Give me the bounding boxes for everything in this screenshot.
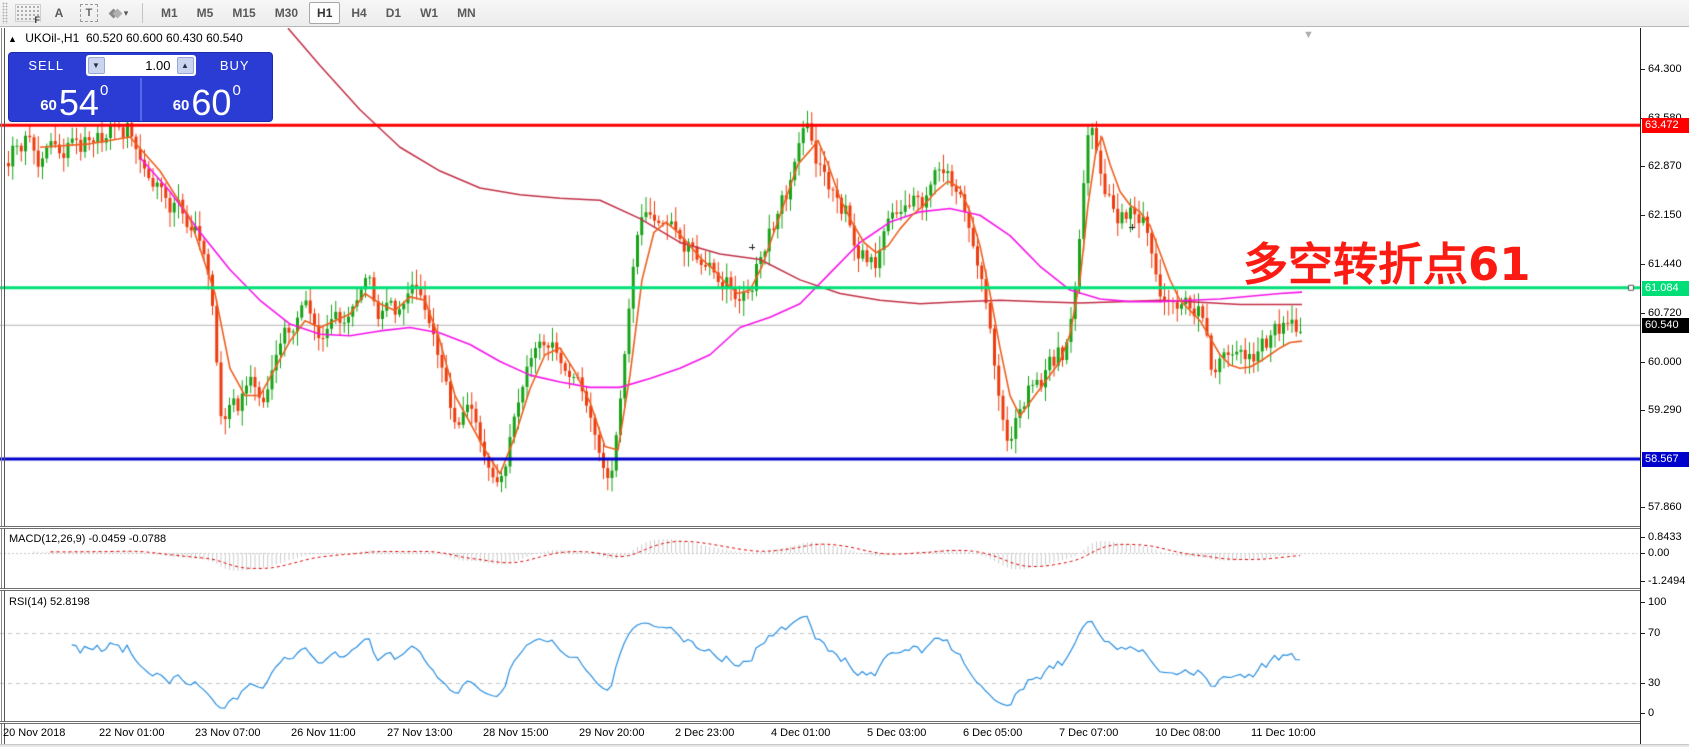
timeframe-group: M1 M5 M15 M30 H1 H4 D1 W1 MN (153, 2, 484, 24)
shapes-dropdown-button[interactable]: ▾ (106, 2, 132, 24)
price-badge-support: 58.567 (1642, 452, 1689, 467)
timeframe-M5[interactable]: M5 (196, 6, 214, 20)
ohlc-values: 60.520 60.600 60.430 60.540 (85, 31, 243, 45)
date-tick-label: 22 Nov 01:00 (99, 727, 165, 739)
grid-f-icon: F (15, 4, 41, 25)
axis-tick-label: 30 (1641, 677, 1660, 689)
timeframe-H1[interactable]: H1 (309, 2, 341, 24)
price-badge-pivot: 61.084 (1642, 281, 1689, 296)
one-click-trade-panel: SELL ▼ 1.00 ▲ BUY 60 54 0 60 60 0 (8, 52, 273, 122)
sell-button[interactable]: SELL (28, 58, 65, 73)
axis-tick-label: 60.720 (1641, 307, 1682, 319)
axis-tick-label: 0 (1641, 707, 1654, 719)
buy-price-big: 60 (191, 82, 232, 122)
axis-tick-label: 57.860 (1641, 501, 1682, 513)
date-tick-label: 29 Nov 20:00 (579, 727, 645, 739)
date-tick-label: 4 Dec 01:00 (771, 727, 831, 739)
axis-tick-label: 62.150 (1641, 209, 1682, 221)
timeframe-M1[interactable]: M1 (161, 6, 178, 20)
macd-label: MACD(12,26,9) -0.0459 -0.0788 (9, 533, 167, 545)
volume-increase-button[interactable]: ▲ (176, 57, 194, 74)
sell-price-sup: 0 (99, 82, 109, 99)
axis-tick-label: 100 (1641, 596, 1666, 608)
volume-decrease-button[interactable]: ▼ (87, 57, 105, 74)
indicators-grid-icon[interactable]: F (14, 2, 42, 25)
timeframe-M30[interactable]: M30 (274, 6, 299, 20)
date-tick-label: 2 Dec 23:00 (675, 727, 735, 739)
rsi-label: RSI(14) 52.8198 (9, 596, 90, 608)
chart-canvas[interactable] (0, 28, 1640, 744)
volume-input[interactable]: 1.00 (145, 58, 171, 73)
date-tick-label: 23 Nov 07:00 (195, 727, 261, 739)
axis-tick-label: -1.2494 (1641, 575, 1685, 587)
timeframe-M15[interactable]: M15 (232, 6, 256, 20)
axis-tick-label: 0.8433 (1641, 531, 1682, 543)
date-tick-label: 27 Nov 13:00 (387, 727, 453, 739)
one-click-toggle-icon[interactable]: ▲ (8, 34, 17, 44)
date-tick-label: 6 Dec 05:00 (963, 727, 1023, 739)
axis-tick-label: 59.290 (1641, 404, 1682, 416)
volume-stepper: ▼ 1.00 ▲ (85, 55, 196, 76)
sell-price-big: 54 (58, 82, 99, 122)
window-frame-line (1, 28, 2, 744)
timeframe-MN[interactable]: MN (457, 6, 476, 20)
axis-tick-label: 0.00 (1641, 547, 1669, 559)
toolbar-drag-handle[interactable] (2, 2, 8, 24)
axis-tick-label: 61.440 (1641, 258, 1682, 270)
panel-separator[interactable] (0, 721, 1640, 724)
date-tick-label: 10 Dec 08:00 (1155, 727, 1221, 739)
symbol-ohlc-line: ▲ UKOil-,H1 60.520 60.600 60.430 60.540 (8, 31, 243, 45)
price-badge-bid-line: 60.540 (1642, 318, 1689, 333)
buy-price-prefix: 60 (172, 97, 190, 114)
date-tick-label: 28 Nov 15:00 (483, 727, 549, 739)
chevron-down-icon: ▾ (123, 7, 129, 18)
price-axis[interactable]: 64.30063.58062.87062.15061.44060.72060.0… (1640, 28, 1689, 744)
window-bottom-edge (0, 744, 1689, 747)
sell-price-prefix: 60 (40, 97, 57, 114)
timeframe-W1[interactable]: W1 (420, 6, 439, 20)
main-toolbar: F A T ▾ M1 M5 M15 M30 H1 H4 D1 W1 MN (0, 0, 1689, 27)
panel-separator[interactable] (0, 588, 1640, 591)
buy-button[interactable]: BUY (219, 58, 250, 73)
symbol-name: UKOil-,H1 (25, 31, 80, 45)
axis-tick-label: 64.300 (1641, 63, 1682, 75)
date-tick-label: 20 Nov 2018 (3, 727, 66, 739)
chart-workspace: ▲ UKOil-,H1 60.520 60.600 60.430 60.540 … (0, 28, 1689, 747)
sell-price-button[interactable]: 60 54 0 (9, 78, 140, 122)
buy-price-sup: 0 (232, 82, 241, 99)
price-badge-resistance: 63.472 (1642, 118, 1689, 133)
text-label-button[interactable]: A (46, 2, 72, 24)
timeframe-H4[interactable]: H4 (351, 6, 367, 20)
date-tick-label: 11 Dec 10:00 (1251, 727, 1316, 739)
panel-separator[interactable] (0, 526, 1640, 529)
chart-shift-marker-icon[interactable]: ▼ (1303, 29, 1314, 41)
letter-a-icon: A (54, 6, 64, 20)
date-tick-label: 7 Dec 07:00 (1059, 727, 1119, 739)
axis-tick-label: 70 (1641, 627, 1660, 639)
axis-tick-label: 60.000 (1641, 356, 1682, 368)
date-tick-label: 5 Dec 03:00 (867, 727, 927, 739)
chart-text-annotation: 多空转折点61 (1243, 238, 1531, 291)
date-tick-label: 26 Nov 11:00 (291, 727, 356, 739)
axis-tick-label: 62.870 (1641, 160, 1682, 172)
buy-price-button[interactable]: 60 60 0 (139, 78, 273, 122)
toolbar-separator (142, 3, 143, 23)
timeframe-D1[interactable]: D1 (385, 6, 402, 20)
letter-t-icon: T (80, 4, 98, 22)
text-box-button[interactable]: T (76, 2, 102, 24)
window-frame-line (4, 28, 5, 744)
